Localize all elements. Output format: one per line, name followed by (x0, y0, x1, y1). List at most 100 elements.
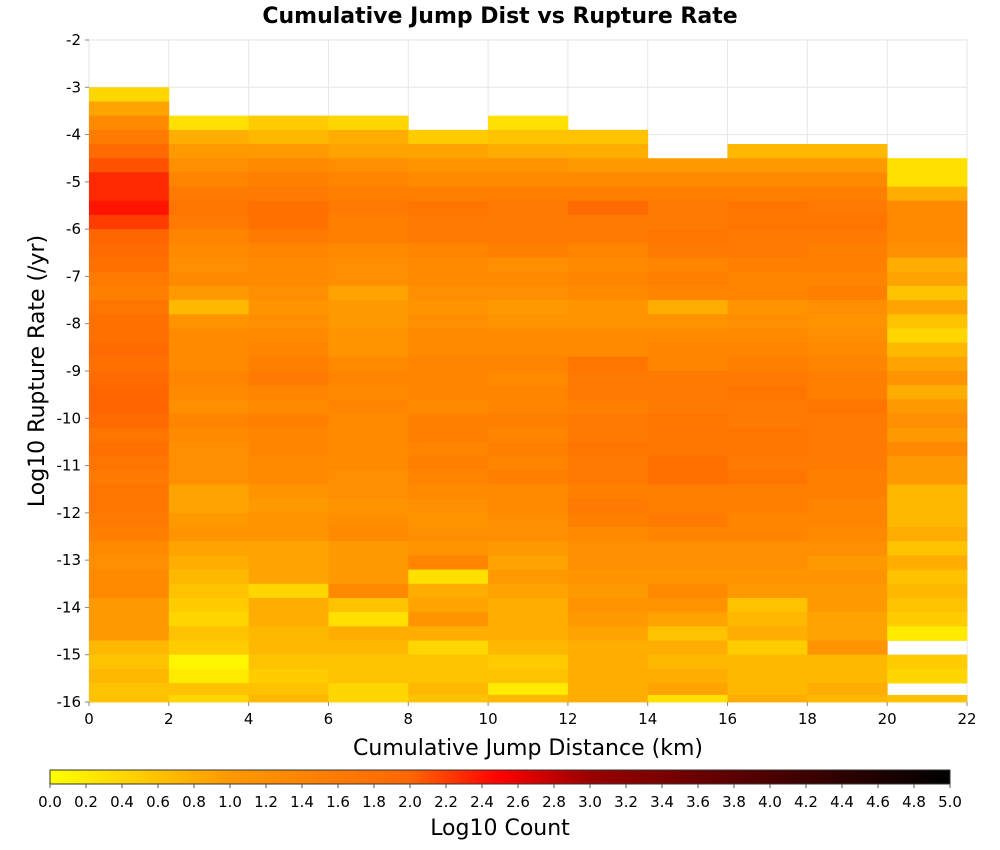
heatmap-cell (248, 527, 329, 542)
heatmap-cell (168, 541, 250, 556)
y-tick-label: -5 (66, 173, 81, 191)
heatmap-cell (647, 654, 728, 670)
heatmap-cell (727, 158, 808, 173)
heatmap-cell (168, 583, 250, 599)
heatmap-cell (727, 214, 808, 230)
heatmap-cell (89, 555, 170, 570)
heatmap-cell (328, 399, 409, 414)
heatmap-cell (408, 385, 489, 400)
heatmap-cell (567, 300, 649, 315)
heatmap-cell (647, 300, 728, 315)
heatmap-cell (168, 569, 250, 585)
heatmap-cell (89, 640, 170, 656)
colorbar-tick-label: 1.6 (326, 793, 350, 811)
heatmap-cell (168, 456, 250, 471)
heatmap-cell (328, 371, 409, 386)
x-tick-label: 0 (84, 710, 94, 728)
heatmap-cell (647, 399, 728, 414)
colorbar-tick-label: 3.6 (686, 793, 710, 811)
heatmap-cell (887, 328, 968, 344)
heatmap-cell (727, 626, 808, 641)
heatmap-cell (488, 569, 569, 585)
heatmap-cell (567, 399, 649, 414)
heatmap-cell (168, 328, 250, 344)
heatmap-cell (89, 144, 170, 159)
heatmap-cell (408, 597, 489, 613)
heatmap-cell (168, 229, 250, 244)
heatmap-cell (727, 371, 808, 386)
heatmap-cell (887, 342, 968, 358)
heatmap-cell (807, 668, 888, 684)
heatmap-cell (727, 229, 808, 244)
heatmap-cell (887, 371, 968, 386)
heatmap-cell (488, 328, 569, 344)
heatmap-cell (248, 456, 329, 471)
colorbar-tick-label: 3.4 (650, 793, 674, 811)
heatmap-cell (248, 470, 329, 485)
heatmap-cell (567, 626, 649, 641)
heatmap-cell (89, 597, 170, 613)
colorbar-tick-label: 4.8 (902, 793, 926, 811)
heatmap-cell (248, 654, 329, 670)
colorbar-tick-label: 3.8 (722, 793, 746, 811)
heatmap-cell (488, 200, 569, 216)
heatmap-cell (248, 115, 329, 131)
heatmap-cell (248, 214, 329, 230)
heatmap-cell (89, 484, 170, 500)
heatmap-cell (408, 399, 489, 414)
heatmap-cell (887, 257, 968, 273)
x-tick-label: 6 (324, 710, 334, 728)
heatmap-cell (408, 214, 489, 230)
heatmap-cell (887, 527, 968, 542)
heatmap-cell (567, 498, 649, 514)
heatmap-cell (727, 683, 808, 696)
heatmap-cell (807, 356, 888, 372)
heatmap-cell (168, 498, 250, 514)
heatmap-cell (248, 271, 329, 287)
heatmap-cell (807, 186, 888, 202)
heatmap-cell (168, 427, 250, 443)
heatmap-cell (89, 512, 170, 528)
heatmap-cell (328, 328, 409, 344)
colorbar-tick-label: 2.8 (542, 793, 566, 811)
heatmap-cell (168, 243, 250, 258)
heatmap-cell (887, 214, 968, 230)
heatmap-cell (807, 342, 888, 358)
heatmap-cell (89, 342, 170, 358)
colorbar-tick-label: 3.0 (578, 793, 602, 811)
heatmap-cell (567, 200, 649, 216)
x-tick-label: 8 (403, 710, 413, 728)
heatmap-cell (408, 229, 489, 244)
heatmap-cell (488, 285, 569, 301)
heatmap-cell (89, 115, 170, 131)
heatmap-cell (408, 498, 489, 514)
heatmap-cell (408, 271, 489, 287)
heatmap-cell (567, 144, 649, 159)
heatmap-cell (647, 498, 728, 514)
heatmap-cell (488, 243, 569, 258)
heatmap-cell (647, 200, 728, 216)
heatmap-cell (248, 541, 329, 556)
heatmap-cell (567, 371, 649, 386)
heatmap-cell (887, 314, 968, 329)
heatmap-cell (807, 214, 888, 230)
x-tick-label: 16 (718, 710, 737, 728)
heatmap-cell (408, 654, 489, 670)
heatmap-cell (727, 271, 808, 287)
heatmap-cell (727, 512, 808, 528)
heatmap-cell (328, 441, 409, 457)
heatmap-cell (727, 583, 808, 599)
heatmap-cell (567, 441, 649, 457)
heatmap-cell (887, 285, 968, 301)
y-tick-label: -14 (57, 598, 82, 616)
heatmap-cell (887, 597, 968, 613)
heatmap-cell (488, 129, 569, 145)
heatmap-cell (408, 612, 489, 627)
heatmap-cell (408, 512, 489, 528)
heatmap-cell (328, 356, 409, 372)
heatmap-cell (328, 569, 409, 585)
heatmap-cell (248, 200, 329, 216)
heatmap-cell (168, 694, 250, 703)
heatmap-cell (567, 214, 649, 230)
heatmap-cell (488, 186, 569, 202)
